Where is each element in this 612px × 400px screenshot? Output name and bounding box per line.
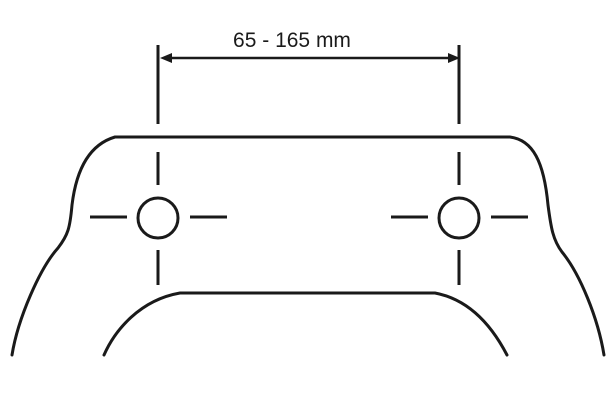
left-mounting-hole-icon: [136, 196, 180, 240]
seat-inner-outline: [102, 291, 509, 357]
dimension-label: 65 - 165 mm: [233, 29, 351, 52]
seat-outer-outline: [10, 135, 606, 357]
right-mounting-hole-icon: [437, 196, 481, 240]
dimension-arrow: [160, 53, 460, 63]
arrowhead-right-icon: [448, 53, 460, 63]
arrowhead-left-icon: [160, 53, 172, 63]
